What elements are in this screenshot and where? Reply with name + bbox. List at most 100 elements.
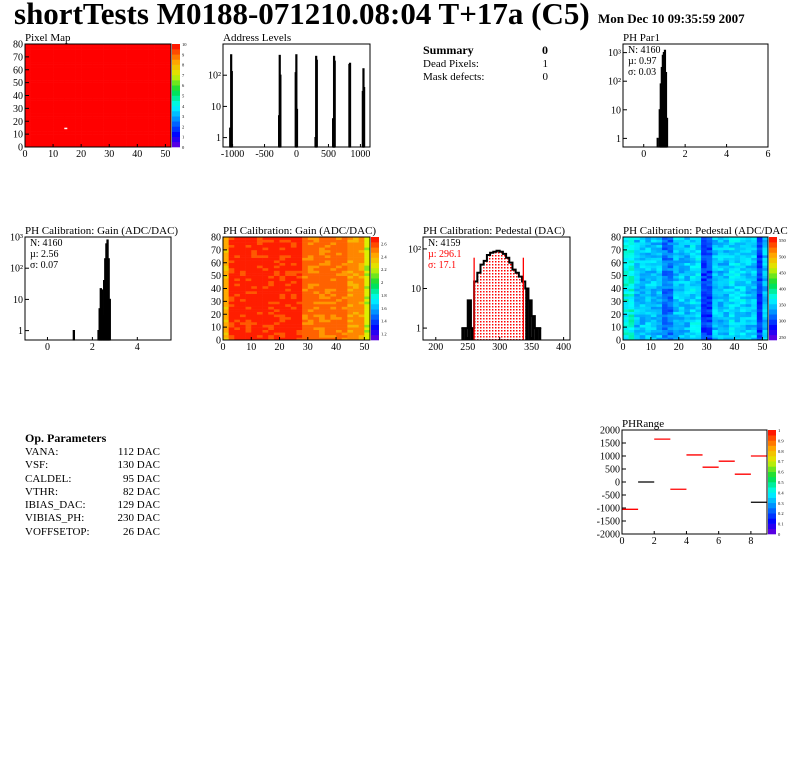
stat-label: µ: 2.56 <box>30 249 59 260</box>
heatmap-cell <box>673 306 680 310</box>
heatmap-cell <box>756 291 763 294</box>
heatmap-cell <box>330 280 337 284</box>
heatmap-cell <box>712 316 719 320</box>
heatmap-cell <box>268 257 275 261</box>
heatmap-cell <box>745 275 752 279</box>
heatmap-cell <box>279 311 286 315</box>
heatmap-cell <box>41 134 48 137</box>
histogram-bar <box>477 272 481 340</box>
heatmap-cell <box>53 87 59 91</box>
heatmap-cell <box>92 134 99 137</box>
heatmap-cell <box>109 56 116 60</box>
heatmap-cell <box>36 123 43 127</box>
histogram-bar <box>499 251 503 340</box>
heatmap-cell <box>756 265 763 269</box>
heatmap-cell <box>623 255 629 258</box>
heatmap-cell <box>290 321 297 325</box>
heatmap-cell <box>662 270 668 274</box>
heatmap-cell <box>701 293 707 297</box>
heatmap-cell <box>234 285 241 289</box>
heatmap-cell <box>25 69 31 73</box>
heatmap-cell <box>81 59 88 63</box>
heatmap-cell <box>667 275 674 279</box>
heatmap-cell <box>706 239 713 243</box>
heatmap-cell <box>751 270 758 274</box>
heatmap-cell <box>296 255 303 258</box>
heatmap-cell <box>302 249 309 253</box>
heatmap-cell <box>639 270 646 274</box>
heatmap-cell <box>53 108 59 112</box>
heatmap-cell <box>285 283 292 287</box>
heatmap-cell <box>64 123 71 127</box>
heatmap-cell <box>69 85 76 89</box>
heatmap-cell <box>69 123 76 127</box>
heatmap-cell <box>279 265 286 269</box>
heatmap-cell <box>262 309 269 312</box>
heatmap-cell <box>137 80 144 83</box>
heatmap-cell <box>159 108 166 112</box>
heatmap-cell <box>745 311 752 315</box>
heatmap-cell <box>131 87 138 91</box>
heatmap-cell <box>330 247 337 251</box>
heatmap-cell <box>667 296 674 300</box>
heatmap-cell <box>86 56 93 60</box>
heatmap-cell <box>639 260 646 264</box>
heatmap-cell <box>673 280 680 284</box>
heatmap-cell <box>69 100 76 104</box>
heatmap-cell <box>64 59 71 63</box>
colorbar-cell <box>172 95 180 101</box>
colorbar-tick-label: 2 <box>182 124 184 129</box>
heatmap-cell <box>120 92 127 96</box>
heatmap-cell <box>239 314 246 318</box>
heatmap-cell <box>689 306 696 310</box>
heatmap-cell <box>165 105 172 109</box>
heatmap-cell <box>358 296 365 300</box>
heatmap-cell <box>762 255 769 258</box>
heatmap-cell <box>273 291 280 294</box>
heatmap-cell <box>645 267 652 271</box>
heatmap-cell <box>656 267 663 271</box>
heatmap-cell <box>137 59 144 63</box>
heatmap-cell <box>25 139 31 143</box>
heatmap-cell <box>662 275 668 279</box>
heatmap-cell <box>120 144 127 148</box>
heatmap-cell <box>634 270 641 274</box>
heatmap-cell <box>701 267 707 271</box>
heatmap-cell <box>364 321 371 325</box>
heatmap-cell <box>165 44 172 47</box>
heatmap-cell <box>695 270 702 274</box>
heatmap-cell <box>307 291 314 294</box>
heatmap-cell <box>645 242 652 246</box>
x-tick-label: 0 <box>621 342 626 353</box>
heatmap-cell <box>103 121 110 125</box>
heatmap-cell <box>634 267 641 271</box>
summary-total: 0 <box>542 43 548 57</box>
heatmap-cell <box>751 316 758 320</box>
heatmap-cell <box>701 270 707 274</box>
heatmap-cell <box>756 252 763 256</box>
heatmap-cell <box>165 69 172 73</box>
heatmap-cell <box>148 56 155 60</box>
heatmap-cell <box>717 260 724 264</box>
heatmap-cell <box>639 280 646 284</box>
heatmap-cell <box>762 306 769 310</box>
heatmap-cell <box>256 265 263 269</box>
heatmap-cell <box>268 337 275 341</box>
y-tick-label: 10 <box>13 295 23 306</box>
heatmap-cell <box>684 285 691 289</box>
heatmap-cell <box>47 136 54 140</box>
heatmap-cell <box>30 95 37 99</box>
heatmap-cell <box>290 275 297 279</box>
heatmap-cell <box>69 69 76 73</box>
heatmap-cell <box>706 249 713 253</box>
histogram-bar <box>333 60 336 148</box>
heatmap-cell <box>279 327 286 330</box>
heatmap-cell <box>148 67 155 71</box>
x-tick-label: 200 <box>428 342 443 353</box>
colorbar-cell <box>768 456 776 462</box>
heatmap-cell <box>734 314 741 318</box>
heatmap-cell <box>364 309 371 312</box>
heatmap-cell <box>165 98 172 101</box>
heatmap-cell <box>634 275 641 279</box>
heatmap-cell <box>296 262 303 266</box>
